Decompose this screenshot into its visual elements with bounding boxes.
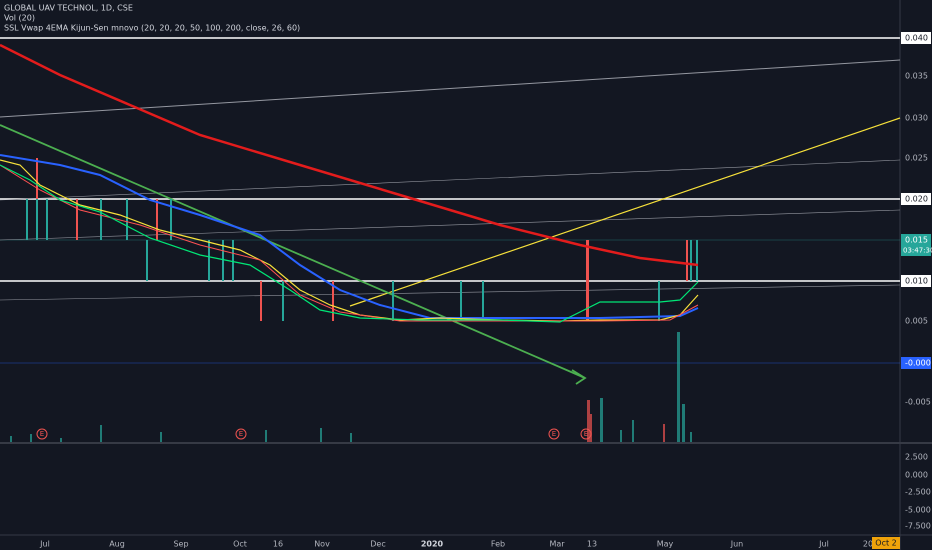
price-label-box bbox=[901, 32, 931, 44]
arrow-head bbox=[571, 369, 587, 385]
event-markers: E E E E bbox=[36, 428, 592, 440]
time-label: Dec bbox=[370, 540, 385, 549]
price-label-box bbox=[901, 193, 931, 205]
event-marker bbox=[580, 428, 592, 440]
countdown-box bbox=[901, 245, 931, 256]
indicator-label: -7.500 bbox=[905, 522, 931, 531]
event-label: E bbox=[40, 430, 44, 438]
trend-line bbox=[0, 59, 901, 118]
price-label: 0.035 bbox=[905, 72, 928, 81]
indicator-label: 0.000 bbox=[905, 471, 928, 480]
time-label: Jul bbox=[39, 540, 50, 549]
time-cursor-box bbox=[872, 537, 900, 549]
candles bbox=[26, 199, 698, 321]
event-marker bbox=[36, 428, 48, 440]
time-label: 2020 bbox=[421, 540, 444, 549]
time-label: 20 bbox=[863, 540, 873, 549]
indicator-label: 2.500 bbox=[905, 453, 928, 462]
price-label: -0.000 bbox=[905, 359, 931, 368]
time-label: Jul bbox=[818, 540, 829, 549]
volume-legend[interactable]: Vol (20) bbox=[4, 14, 35, 23]
time-label: May bbox=[657, 540, 674, 549]
event-label: E bbox=[552, 430, 556, 438]
price-label: 0.020 bbox=[905, 195, 928, 204]
ma-line bbox=[0, 154, 699, 319]
trend-line bbox=[0, 159, 901, 201]
volume-bars bbox=[10, 332, 692, 442]
time-label: Jun bbox=[730, 540, 744, 549]
countdown: 03:47:30 bbox=[903, 247, 932, 255]
time-label: Mar bbox=[549, 540, 565, 549]
time-label: Nov bbox=[314, 540, 330, 549]
event-marker bbox=[548, 428, 560, 440]
trend-line bbox=[0, 209, 901, 241]
event-label: E bbox=[584, 430, 588, 438]
ma-line bbox=[0, 159, 699, 322]
time-label: Oct bbox=[233, 540, 247, 549]
time-label: 13 bbox=[587, 540, 597, 549]
time-cursor: Oct 2 bbox=[875, 539, 896, 548]
axes: 0.040 0.035 0.030 0.025 0.020 0.015 0.010 0.005… bbox=[39, 32, 932, 549]
time-label: Sep bbox=[173, 540, 188, 549]
ma-line bbox=[0, 43, 699, 267]
price-label: 0.005 bbox=[905, 317, 928, 326]
trend-arrow bbox=[0, 124, 586, 379]
time-label: Feb bbox=[491, 540, 505, 549]
candles-down bbox=[36, 158, 688, 321]
indicator-label: -2.500 bbox=[905, 488, 931, 497]
price-label: 0.025 bbox=[905, 154, 928, 163]
trend-line bbox=[0, 284, 901, 301]
symbol-title[interactable]: GLOBAL UAV TECHNOL, 1D, CSE bbox=[4, 4, 133, 13]
price-label-box bbox=[901, 357, 931, 369]
price-label: 0.030 bbox=[905, 114, 928, 123]
time-label: 16 bbox=[273, 540, 283, 549]
event-label: E bbox=[239, 430, 243, 438]
price-label-box bbox=[901, 275, 931, 287]
indicator-legend[interactable]: SSL Vwap 4EMA Kijun-Sen mnovo (20, 20, 2… bbox=[4, 24, 300, 33]
price-label-box bbox=[901, 234, 931, 246]
event-marker bbox=[235, 428, 247, 440]
trend-line bbox=[349, 117, 901, 307]
time-label: Aug bbox=[109, 540, 125, 549]
ma-line bbox=[0, 164, 699, 322]
price-label: 0.010 bbox=[905, 277, 928, 286]
price-label: -0.005 bbox=[905, 398, 931, 407]
volume-bars-down bbox=[587, 400, 665, 442]
price-label: 0.015 bbox=[905, 236, 928, 245]
indicator-label: -5.000 bbox=[905, 506, 931, 515]
ssl-line bbox=[0, 164, 699, 323]
price-label: 0.040 bbox=[905, 34, 928, 43]
